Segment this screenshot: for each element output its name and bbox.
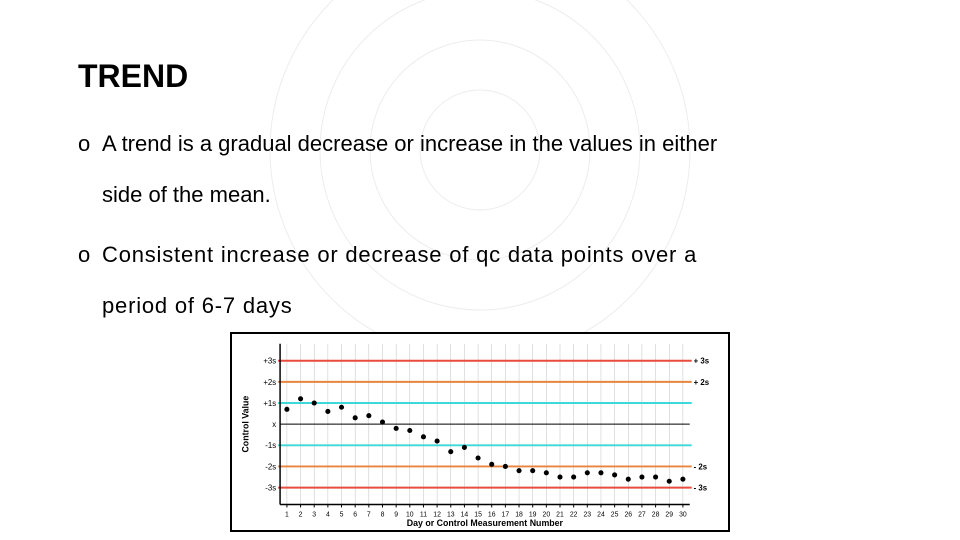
bullet-2-text-a: Consistent increase or decrease of qc da… bbox=[102, 242, 697, 267]
svg-text:- 3s: - 3s bbox=[694, 484, 708, 493]
bullet-2-text-b: period of 6-7 days bbox=[102, 293, 293, 318]
svg-text:Day or Control Measurement Num: Day or Control Measurement Number bbox=[407, 518, 564, 528]
svg-text:23: 23 bbox=[583, 511, 591, 518]
svg-text:29: 29 bbox=[665, 511, 673, 518]
svg-text:1: 1 bbox=[285, 511, 289, 518]
svg-text:+2s: +2s bbox=[263, 378, 276, 387]
bullet-1: o A trend is a gradual decrease or incre… bbox=[78, 119, 882, 220]
svg-text:+3s: +3s bbox=[263, 357, 276, 366]
svg-text:8: 8 bbox=[381, 511, 385, 518]
svg-text:27: 27 bbox=[638, 511, 646, 518]
svg-text:2: 2 bbox=[299, 511, 303, 518]
svg-text:x: x bbox=[272, 420, 276, 429]
slide-title: TREND bbox=[78, 58, 882, 95]
bullet-list: o A trend is a gradual decrease or incre… bbox=[78, 119, 882, 331]
svg-text:28: 28 bbox=[652, 511, 660, 518]
svg-text:26: 26 bbox=[624, 511, 632, 518]
bullet-marker: o bbox=[78, 230, 91, 281]
svg-text:+ 3s: + 3s bbox=[694, 357, 710, 366]
svg-text:-2s: -2s bbox=[265, 462, 276, 471]
svg-text:-1s: -1s bbox=[265, 441, 276, 450]
svg-text:+ 2s: + 2s bbox=[694, 378, 710, 387]
svg-text:25: 25 bbox=[611, 511, 619, 518]
bullet-1-text-a: A trend is a gradual decrease or increas… bbox=[102, 131, 717, 156]
svg-text:4: 4 bbox=[326, 511, 330, 518]
bullet-2: o Consistent increase or decrease of qc … bbox=[78, 230, 882, 331]
svg-text:30: 30 bbox=[679, 511, 687, 518]
bullet-marker: o bbox=[78, 119, 90, 170]
bullet-1-text-b: side of the mean. bbox=[102, 182, 271, 207]
svg-text:+1s: +1s bbox=[263, 399, 276, 408]
svg-text:7: 7 bbox=[367, 511, 371, 518]
svg-text:22: 22 bbox=[570, 511, 578, 518]
svg-text:24: 24 bbox=[597, 511, 605, 518]
svg-text:- 2s: - 2s bbox=[694, 462, 708, 471]
svg-text:6: 6 bbox=[353, 511, 357, 518]
svg-text:-3s: -3s bbox=[265, 484, 276, 493]
qc-trend-chart: +3s+2s+1sx-1s-2s-3s+ 3s+ 2s- 2s- 3s12345… bbox=[230, 332, 730, 532]
svg-text:5: 5 bbox=[340, 511, 344, 518]
svg-text:Control Value: Control Value bbox=[241, 396, 251, 453]
svg-text:3: 3 bbox=[312, 511, 316, 518]
svg-text:9: 9 bbox=[394, 511, 398, 518]
